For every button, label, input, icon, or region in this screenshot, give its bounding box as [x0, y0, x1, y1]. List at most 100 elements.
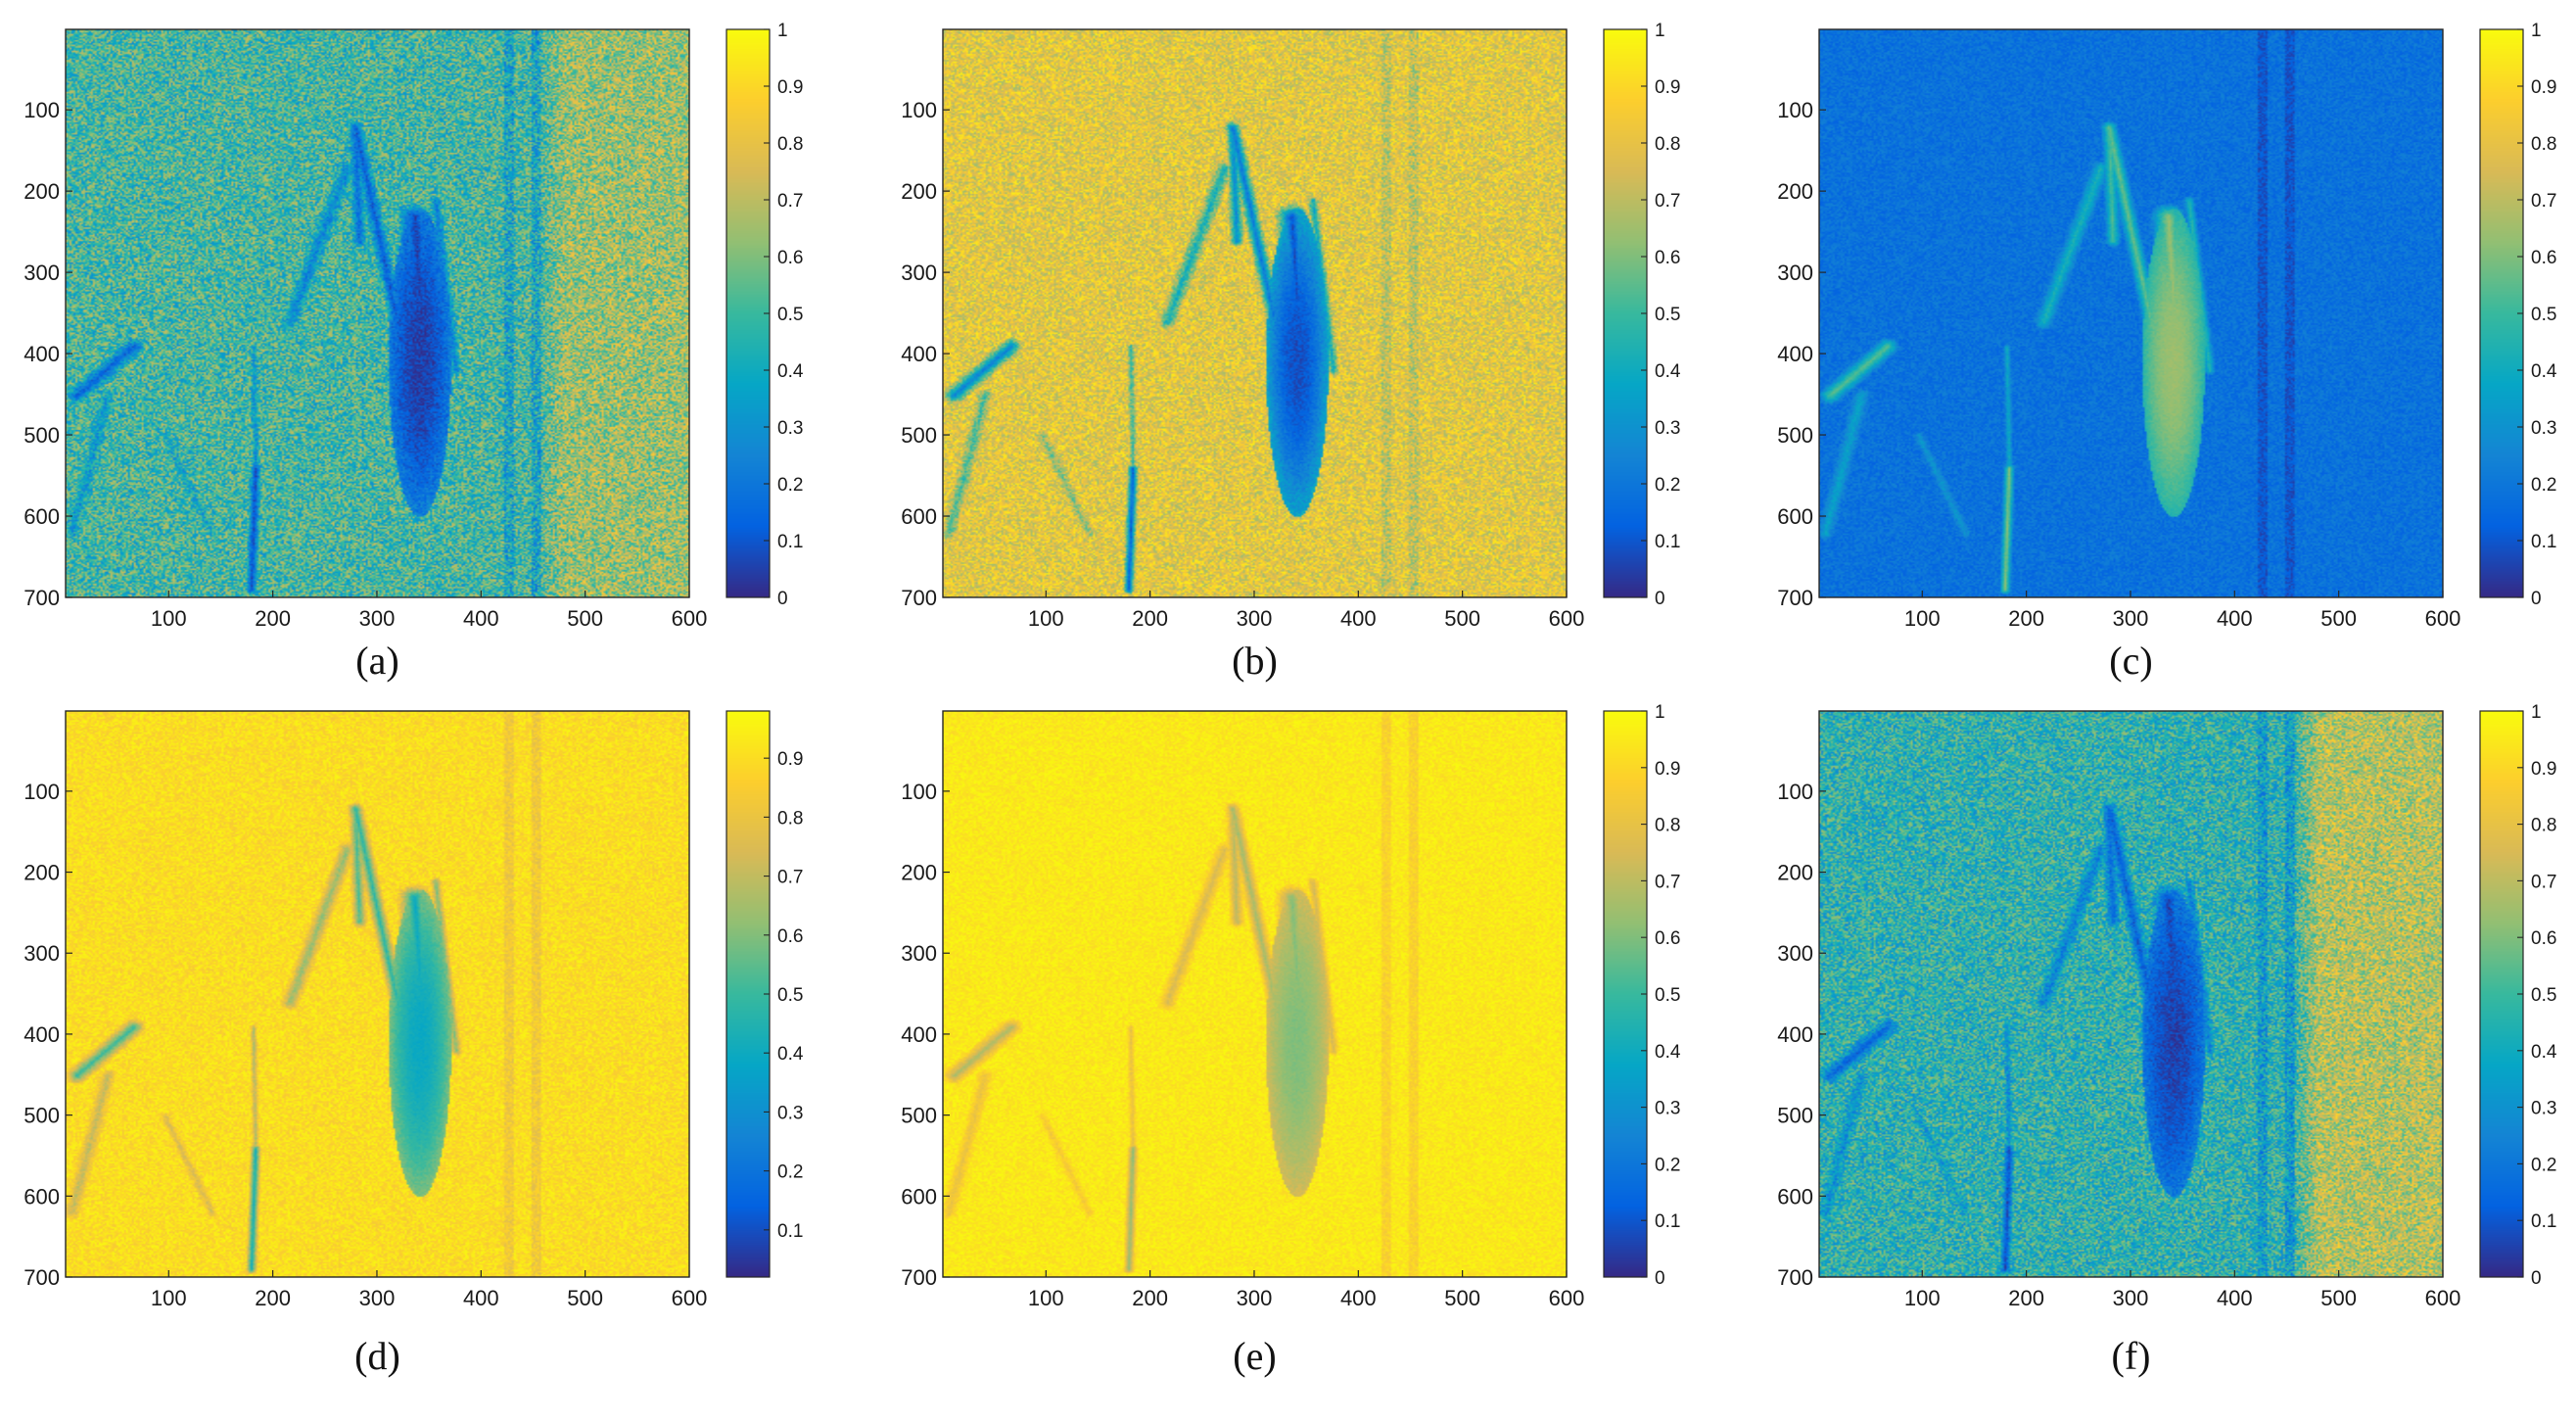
colorbar-tick-label: 0 — [777, 589, 788, 609]
colorbar-tick-label: 0.9 — [2531, 77, 2556, 98]
x-tick-label: 200 — [255, 606, 291, 631]
colorbar-tick-label: 0.5 — [2531, 985, 2556, 1006]
colorbar-tick-label: 0.4 — [777, 361, 804, 382]
y-tick-label: 100 — [1777, 98, 1813, 122]
y-tick-label: 600 — [23, 504, 60, 529]
heatmap-panel: 100 200 300 400 500 600 100 200 300 400 500 600 700 0… — [23, 710, 804, 1378]
heatmap-panel: 100 200 300 400 500 600 100 200 300 400 500 600 700 0… — [1777, 21, 2557, 683]
colorbar-tick-label: 0.1 — [777, 1221, 803, 1242]
colorbar-tick-label: 0.5 — [2531, 305, 2556, 325]
colorbar-tick-label: 0.2 — [2531, 475, 2556, 496]
colorbar-tick-label: 0 — [1655, 589, 1665, 609]
x-tick-label: 500 — [1444, 606, 1480, 631]
y-tick-label: 400 — [1777, 342, 1813, 366]
y-tick-label: 700 — [23, 1265, 60, 1290]
x-tick-label: 100 — [1904, 606, 1941, 631]
x-tick-label: 600 — [672, 1286, 708, 1310]
colorbar-tick-label: 0.6 — [777, 248, 803, 268]
y-tick-label: 700 — [23, 586, 60, 610]
y-tick-label: 300 — [23, 261, 60, 285]
heatmap-panel: 100 200 300 400 500 600 100 200 300 400 500 600 700 0… — [23, 21, 804, 683]
y-tick-label: 200 — [1777, 861, 1813, 885]
colorbar-tick-label: 1 — [2531, 21, 2542, 41]
colorbar-tick-label: 0.5 — [777, 985, 803, 1006]
x-tick-label: 300 — [359, 1286, 396, 1310]
y-tick-label: 300 — [1777, 941, 1813, 966]
colorbar-tick-label: 0.4 — [1655, 1042, 1681, 1063]
x-tick-label: 500 — [567, 1286, 603, 1310]
heatmap-image — [943, 711, 1567, 1277]
x-tick-label: 600 — [2425, 606, 2461, 631]
panel-caption: (e) — [1233, 1334, 1276, 1378]
y-tick-label: 500 — [901, 1104, 937, 1128]
y-tick-label: 400 — [901, 342, 937, 366]
colorbar-tick-label: 0.1 — [1655, 1211, 1680, 1232]
colorbar — [1604, 29, 1647, 597]
x-tick-label: 100 — [1904, 1286, 1941, 1310]
panel-caption: (f) — [2112, 1334, 2151, 1378]
colorbar-tick-label: 0.3 — [1655, 1099, 1680, 1119]
y-tick-label: 500 — [901, 423, 937, 448]
panel-caption: (c) — [2109, 639, 2152, 683]
colorbar-tick-label: 0.6 — [1655, 928, 1680, 949]
y-tick-label: 200 — [901, 861, 937, 885]
x-tick-label: 500 — [2320, 1286, 2357, 1310]
x-tick-label: 200 — [255, 1286, 291, 1310]
colorbar — [1604, 711, 1647, 1277]
y-tick-label: 100 — [23, 780, 60, 804]
y-tick-label: 500 — [23, 1104, 60, 1128]
y-tick-label: 200 — [1777, 179, 1813, 204]
y-tick-label: 300 — [901, 941, 937, 966]
x-tick-label: 400 — [2217, 1286, 2253, 1310]
x-tick-label: 100 — [151, 1286, 187, 1310]
heatmap-image — [1819, 29, 2443, 597]
colorbar-tick-label: 0.7 — [2531, 191, 2556, 212]
y-tick-label: 500 — [1777, 423, 1813, 448]
colorbar-tick-label: 0.5 — [1655, 305, 1680, 325]
colorbar-tick-label: 1 — [777, 21, 788, 41]
colorbar — [2480, 711, 2523, 1277]
x-tick-label: 200 — [2008, 1286, 2044, 1310]
x-tick-label: 400 — [463, 1286, 499, 1310]
y-tick-label: 100 — [23, 98, 60, 122]
panel-caption: (a) — [355, 639, 398, 683]
x-tick-label: 500 — [2320, 606, 2357, 631]
x-tick-label: 400 — [463, 606, 499, 631]
colorbar-tick-label: 1 — [1655, 21, 1665, 41]
colorbar-tick-label: 0.8 — [2531, 816, 2556, 836]
colorbar-tick-label: 0.9 — [777, 749, 803, 770]
colorbar — [2480, 29, 2523, 597]
x-tick-label: 600 — [1549, 1286, 1585, 1310]
y-tick-label: 400 — [23, 342, 60, 366]
y-tick-label: 300 — [23, 941, 60, 966]
colorbar — [726, 711, 770, 1277]
x-tick-label: 400 — [1340, 606, 1377, 631]
x-tick-label: 300 — [2113, 606, 2149, 631]
colorbar-tick-label: 1 — [1655, 702, 1665, 723]
colorbar-tick-label: 0.2 — [2531, 1155, 2556, 1175]
y-tick-label: 500 — [23, 423, 60, 448]
colorbar-tick-label: 0.9 — [1655, 77, 1680, 98]
colorbar-tick-label: 0.6 — [2531, 928, 2556, 949]
x-tick-label: 600 — [2425, 1286, 2461, 1310]
x-tick-label: 600 — [1549, 606, 1585, 631]
x-tick-label: 200 — [2008, 606, 2044, 631]
heatmap-image — [66, 29, 689, 597]
colorbar-tick-label: 0.4 — [2531, 361, 2557, 382]
heatmap-panel: 100 200 300 400 500 600 100 200 300 400 500 600 700 0… — [1777, 702, 2557, 1378]
heatmap-image — [66, 711, 689, 1277]
y-tick-label: 700 — [1777, 586, 1813, 610]
colorbar-tick-label: 0 — [1655, 1268, 1665, 1289]
colorbar-tick-label: 0.2 — [777, 475, 803, 496]
colorbar-tick-label: 0.2 — [1655, 1155, 1680, 1175]
colorbar-tick-label: 0.6 — [2531, 248, 2556, 268]
y-tick-label: 200 — [23, 179, 60, 204]
colorbar-tick-label: 0.7 — [777, 191, 803, 212]
y-tick-label: 200 — [23, 861, 60, 885]
colorbar-tick-label: 0.7 — [1655, 872, 1680, 892]
y-tick-label: 600 — [23, 1184, 60, 1209]
colorbar-tick-label: 0.8 — [777, 134, 803, 155]
colorbar-tick-label: 0.9 — [777, 77, 803, 98]
colorbar-tick-label: 0.1 — [777, 532, 803, 552]
